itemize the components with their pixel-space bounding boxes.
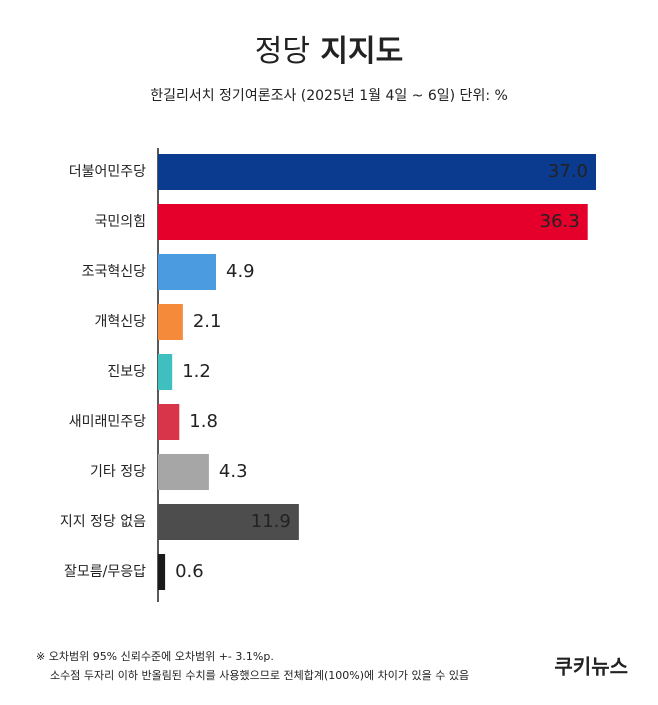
value-label: 0.6 [175, 561, 204, 582]
source-logo: 쿠키뉴스 [554, 655, 628, 679]
chart-title: 정당 지지도 [255, 34, 403, 69]
y-tick-label: 잘모름/무응답 [64, 564, 146, 580]
footnote: 소수점 두자리 이하 반올림된 수치를 사용했으므로 전체합계(100%)에 차… [50, 668, 469, 682]
y-tick-label: 조국혁신당 [82, 264, 147, 280]
value-label: 1.8 [189, 411, 218, 432]
bar [158, 354, 173, 390]
bar [158, 154, 596, 190]
bar [158, 404, 180, 440]
y-tick-label: 국민의힘 [94, 214, 146, 230]
bar [158, 454, 209, 490]
y-tick-label: 더불어민주당 [69, 164, 146, 180]
y-tick-label: 기타 정당 [90, 464, 146, 480]
bar [158, 204, 588, 240]
value-label: 2.1 [193, 311, 222, 332]
value-label: 11.9 [251, 511, 291, 532]
footnote: ※ 오차범위 95% 신뢰수준에 오차범위 +- 3.1%p. [36, 650, 274, 663]
value-label: 36.3 [540, 211, 580, 232]
chart-subtitle: 한길리서치 정기여론조사 (2025년 1월 4일 ~ 6일) 단위: % [150, 88, 508, 104]
y-tick-label: 진보당 [107, 364, 146, 380]
value-label: 4.3 [219, 461, 248, 482]
value-label: 4.9 [226, 261, 255, 282]
y-tick-label: 개혁신당 [94, 314, 146, 330]
bar [158, 554, 166, 590]
y-tick-label: 새미래민주당 [69, 414, 146, 430]
bar [158, 504, 299, 540]
bar [158, 254, 217, 290]
value-label: 1.2 [182, 361, 211, 382]
y-tick-label: 지지 정당 없음 [60, 514, 146, 530]
bar [158, 304, 183, 340]
value-label: 37.0 [548, 161, 588, 182]
